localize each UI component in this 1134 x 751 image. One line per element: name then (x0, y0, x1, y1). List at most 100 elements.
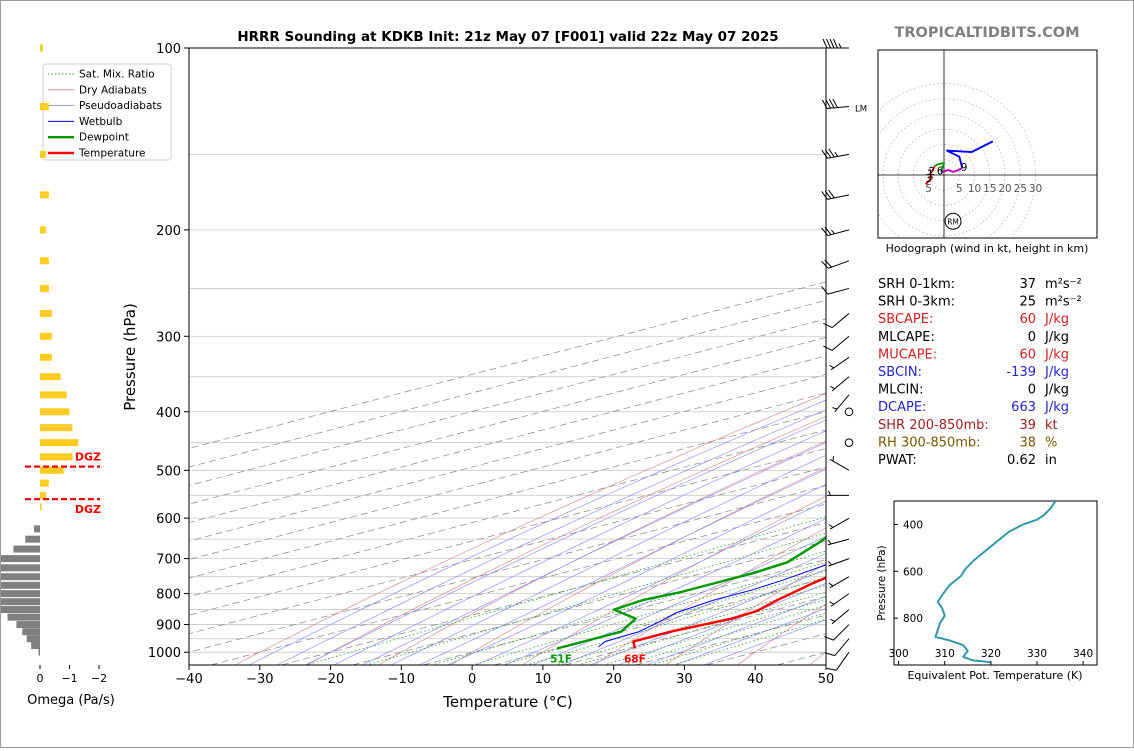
omega-bar (0, 573, 40, 581)
dewpoint-profile (556, 536, 826, 650)
theta-e-x-tick-label: 300 (889, 648, 909, 660)
legend-entry: Pseudoadiabats (79, 100, 162, 112)
legend-box (42, 63, 172, 161)
wind-barb (827, 490, 849, 496)
y-tick-label: 200 (156, 224, 181, 239)
hodograph-ring-label: 5 (925, 183, 932, 195)
omega-panel: DGZ DGZ 0 −1 −2 (0, 44, 107, 685)
dry-adiabat (1094, 48, 1133, 668)
barb-half-feather (830, 618, 836, 622)
wind-barb (821, 189, 850, 200)
rm-label: RM (947, 217, 959, 226)
wind-barb (821, 286, 850, 295)
theta-e-plot (934, 501, 1057, 664)
x-tick-label: 40 (747, 672, 764, 687)
barb-feather (826, 38, 831, 49)
theta-e-y-tick-label: 400 (903, 519, 923, 531)
hodograph-ring-label: 25 (1014, 183, 1027, 195)
y-tick-label: 900 (156, 619, 181, 634)
dgz-label: DGZ (75, 503, 101, 516)
stat-value: 25 (1019, 295, 1036, 310)
mixing-ratio-line (623, 604, 826, 665)
theta-e-panel: 300 310 320 330 340 400 600 800 (889, 500, 1098, 666)
wind-barb (822, 38, 849, 49)
omega-bar (34, 525, 40, 533)
skewt-profiles: 68F 51F (550, 536, 826, 665)
stat-unit: kt (1045, 418, 1058, 433)
x-tick-label: 10 (535, 672, 552, 687)
barb-staff (834, 638, 850, 656)
y-tick-label: 700 (156, 553, 181, 568)
omega-bar (40, 453, 73, 461)
stat-unit: m²s⁻² (1045, 277, 1082, 292)
barb-staff (834, 394, 850, 413)
wind-barb (827, 558, 850, 567)
mixing-ratio-line (672, 618, 826, 665)
barb-feather (829, 38, 835, 49)
theta-e-y-tick-label: 600 (903, 566, 923, 578)
barb-feather (821, 286, 829, 295)
wind-barb (828, 517, 850, 530)
barb-staff (827, 153, 850, 159)
stat-unit: J/kg (1044, 330, 1069, 345)
wind-barb (828, 576, 850, 589)
barb-feather (821, 149, 828, 159)
omega-bar (40, 439, 79, 447)
x-tick-label: 0 (468, 672, 476, 687)
barb-feather (828, 148, 835, 158)
theta-e-x-tick-label: 330 (1027, 648, 1047, 660)
stat-label: MUCAPE: (878, 347, 937, 362)
barb-staff (827, 287, 850, 295)
calm-wind-circle (844, 438, 854, 447)
theta-e-line (934, 501, 1057, 664)
omega-bar (40, 103, 49, 111)
wind-barb (823, 313, 850, 329)
pseudoadiabat (589, 568, 826, 665)
mixing-ratio-label: 1 (987, 461, 992, 470)
stat-label: SBCIN: (878, 365, 922, 380)
barb-feather (833, 38, 838, 49)
omega-bar (40, 491, 46, 499)
theta-e-x-tick-label: 310 (935, 648, 955, 660)
omega-bar (40, 150, 46, 158)
barb-half-feather (834, 152, 839, 157)
stat-unit: m²s⁻² (1045, 295, 1082, 310)
y-tick-label: 600 (156, 512, 181, 527)
barb-feather (824, 226, 832, 235)
barb-feather (825, 652, 835, 657)
barb-half-feather (828, 524, 834, 528)
barb-staff (828, 260, 850, 269)
barb-feather (828, 99, 835, 109)
stat-value: 60 (1019, 347, 1036, 362)
wind-barb (832, 394, 850, 413)
barb-half-feather (827, 539, 832, 545)
barb-staff (829, 517, 850, 530)
wind-barb (824, 624, 850, 641)
barb-feather (824, 259, 832, 268)
mixing-ratio-label: 4 (1104, 461, 1109, 470)
omega-bar (13, 545, 40, 553)
y-tick-label: 1000 (148, 646, 181, 661)
hodograph-height-label: 6 (937, 166, 944, 178)
pseudoadiabat (674, 608, 826, 665)
omega-bar (25, 535, 40, 543)
legend-entry: Sat. Mix. Ratio (79, 69, 155, 81)
omega-bar (40, 373, 61, 381)
calm-wind-circle (844, 407, 854, 417)
barb-half-feather (831, 229, 835, 235)
barb-staff (831, 376, 850, 392)
barb-feather (824, 190, 832, 199)
barb-half-feather (828, 490, 831, 496)
theta-e-x-tick-label: 340 (1073, 648, 1093, 660)
barb-staff (831, 335, 850, 351)
dry-adiabat (449, 467, 826, 665)
omega-bar (16, 621, 40, 629)
barb-feather (826, 667, 837, 671)
stat-unit: J/kg (1044, 347, 1069, 362)
barb-half-feather (832, 407, 838, 410)
omega-axis-label: Omega (Pa/s) (27, 693, 115, 708)
dry-adiabat (521, 495, 826, 665)
stat-unit: J/kg (1044, 400, 1069, 415)
